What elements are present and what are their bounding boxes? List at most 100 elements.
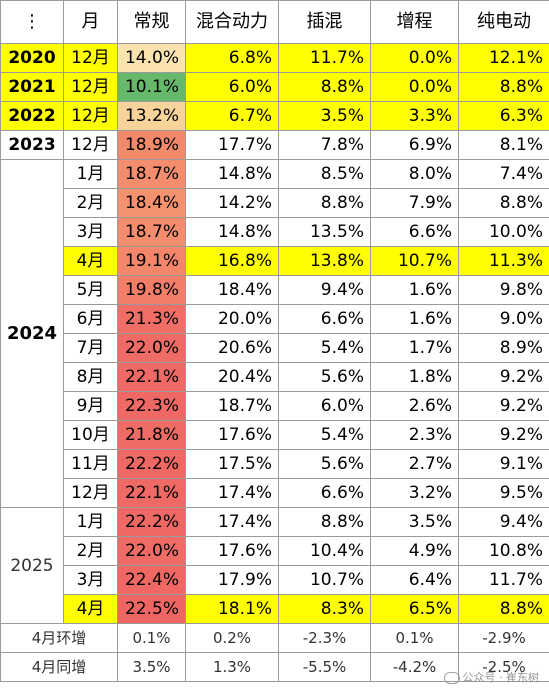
table-row: 9月 22.3% 18.7% 6.0% 2.6% 9.2% bbox=[1, 392, 549, 421]
header-menu[interactable]: ⋮ bbox=[1, 1, 64, 44]
hybrid-share-cell: 14.8% bbox=[186, 160, 279, 189]
phev-share-cell: 6.0% bbox=[279, 392, 371, 421]
table-row: 2020 12月 14.0% 6.8% 11.7% 0.0% 12.1% bbox=[1, 44, 549, 73]
month-cell: 8月 bbox=[64, 363, 118, 392]
footer-hybrid-cell: 1.3% bbox=[186, 653, 279, 682]
header-regular: 常规 bbox=[118, 1, 186, 44]
month-cell: 6月 bbox=[64, 305, 118, 334]
hybrid-share-cell: 17.7% bbox=[186, 131, 279, 160]
bev-share-cell: 9.8% bbox=[459, 276, 549, 305]
hybrid-share-cell: 6.7% bbox=[186, 102, 279, 131]
regular-share-cell: 18.9% bbox=[118, 131, 186, 160]
year-cell-2024: 2024 bbox=[1, 160, 64, 508]
year-cell: 2021 bbox=[1, 73, 64, 102]
month-cell: 4月 bbox=[64, 247, 118, 276]
phev-share-cell: 8.8% bbox=[279, 73, 371, 102]
phev-share-cell: 11.7% bbox=[279, 44, 371, 73]
watermark: 公众号 · 崔东树 bbox=[444, 669, 540, 685]
year-cell: 2022 bbox=[1, 102, 64, 131]
erev-share-cell: 6.4% bbox=[371, 566, 459, 595]
bev-share-cell: 9.5% bbox=[459, 479, 549, 508]
bev-share-cell: 9.2% bbox=[459, 392, 549, 421]
erev-share-cell: 1.8% bbox=[371, 363, 459, 392]
table-row: 3月 18.7% 14.8% 13.5% 6.6% 10.0% bbox=[1, 218, 549, 247]
footer-regular-cell: 3.5% bbox=[118, 653, 186, 682]
month-cell: 12月 bbox=[64, 73, 118, 102]
bev-share-cell: 11.7% bbox=[459, 566, 549, 595]
regular-share-cell: 22.1% bbox=[118, 479, 186, 508]
table-row: 2021 12月 10.1% 6.0% 8.8% 0.0% 8.8% bbox=[1, 73, 549, 102]
hybrid-share-cell: 20.6% bbox=[186, 334, 279, 363]
bev-share-cell: 8.8% bbox=[459, 595, 549, 624]
regular-share-cell: 18.4% bbox=[118, 189, 186, 218]
phev-share-cell: 6.6% bbox=[279, 479, 371, 508]
header-phev: 插混 bbox=[279, 1, 371, 44]
footer-row: 4月环增 0.1% 0.2% -2.3% 0.1% -2.9% bbox=[1, 624, 549, 653]
bev-share-cell: 9.4% bbox=[459, 508, 549, 537]
hybrid-share-cell: 6.8% bbox=[186, 44, 279, 73]
hybrid-share-cell: 17.4% bbox=[186, 508, 279, 537]
erev-share-cell: 4.9% bbox=[371, 537, 459, 566]
regular-share-cell: 22.1% bbox=[118, 363, 186, 392]
hybrid-share-cell: 18.4% bbox=[186, 276, 279, 305]
month-cell: 12月 bbox=[64, 131, 118, 160]
phev-share-cell: 13.5% bbox=[279, 218, 371, 247]
erev-share-cell: 0.0% bbox=[371, 44, 459, 73]
regular-share-cell: 22.2% bbox=[118, 450, 186, 479]
bev-share-cell: 8.1% bbox=[459, 131, 549, 160]
regular-share-cell: 22.5% bbox=[118, 595, 186, 624]
erev-share-cell: 1.6% bbox=[371, 305, 459, 334]
footer-bev-cell: -2.9% bbox=[459, 624, 549, 653]
month-cell: 4月 bbox=[64, 595, 118, 624]
hybrid-share-cell: 17.6% bbox=[186, 537, 279, 566]
table-row: 11月 22.2% 17.5% 5.6% 2.7% 9.1% bbox=[1, 450, 549, 479]
regular-share-cell: 19.8% bbox=[118, 276, 186, 305]
footer-label: 4月同增 bbox=[1, 653, 118, 682]
erev-share-cell: 8.0% bbox=[371, 160, 459, 189]
phev-share-cell: 8.8% bbox=[279, 508, 371, 537]
hybrid-share-cell: 17.5% bbox=[186, 450, 279, 479]
regular-share-cell: 13.2% bbox=[118, 102, 186, 131]
erev-share-cell: 3.2% bbox=[371, 479, 459, 508]
table-row: 2月 22.0% 17.6% 10.4% 4.9% 10.8% bbox=[1, 537, 549, 566]
hybrid-share-cell: 20.4% bbox=[186, 363, 279, 392]
bev-share-cell: 8.8% bbox=[459, 73, 549, 102]
table-row: 2024 1月 18.7% 14.8% 8.5% 8.0% 7.4% bbox=[1, 160, 549, 189]
regular-share-cell: 22.4% bbox=[118, 566, 186, 595]
hybrid-share-cell: 17.6% bbox=[186, 421, 279, 450]
regular-share-cell: 18.7% bbox=[118, 160, 186, 189]
header-row: ⋮ 月 常规 混合动力 插混 增程 纯电动 bbox=[1, 1, 549, 44]
header-month: 月 bbox=[64, 1, 118, 44]
phev-share-cell: 6.6% bbox=[279, 305, 371, 334]
month-cell: 12月 bbox=[64, 102, 118, 131]
month-cell: 9月 bbox=[64, 392, 118, 421]
footer-label: 4月环增 bbox=[1, 624, 118, 653]
erev-share-cell: 1.6% bbox=[371, 276, 459, 305]
erev-share-cell: 1.7% bbox=[371, 334, 459, 363]
phev-share-cell: 7.8% bbox=[279, 131, 371, 160]
footer-phev-cell: -5.5% bbox=[279, 653, 371, 682]
month-cell: 12月 bbox=[64, 479, 118, 508]
table-row: 4月 22.5% 18.1% 8.3% 6.5% 8.8% bbox=[1, 595, 549, 624]
year-cell-2025: 2025 bbox=[1, 508, 64, 624]
regular-share-cell: 21.8% bbox=[118, 421, 186, 450]
hybrid-share-cell: 17.9% bbox=[186, 566, 279, 595]
table-row: 12月 22.1% 17.4% 6.6% 3.2% 9.5% bbox=[1, 479, 549, 508]
header-bev: 纯电动 bbox=[459, 1, 549, 44]
phev-share-cell: 8.8% bbox=[279, 189, 371, 218]
table-row: 10月 21.8% 17.6% 5.4% 2.3% 9.2% bbox=[1, 421, 549, 450]
phev-share-cell: 3.5% bbox=[279, 102, 371, 131]
hybrid-share-cell: 6.0% bbox=[186, 73, 279, 102]
regular-share-cell: 22.0% bbox=[118, 334, 186, 363]
regular-share-cell: 10.1% bbox=[118, 73, 186, 102]
phev-share-cell: 8.3% bbox=[279, 595, 371, 624]
regular-share-cell: 14.0% bbox=[118, 44, 186, 73]
regular-share-cell: 21.3% bbox=[118, 305, 186, 334]
erev-share-cell: 2.6% bbox=[371, 392, 459, 421]
hybrid-share-cell: 14.2% bbox=[186, 189, 279, 218]
hybrid-share-cell: 20.0% bbox=[186, 305, 279, 334]
erev-share-cell: 6.6% bbox=[371, 218, 459, 247]
month-cell: 7月 bbox=[64, 334, 118, 363]
bev-share-cell: 8.8% bbox=[459, 189, 549, 218]
